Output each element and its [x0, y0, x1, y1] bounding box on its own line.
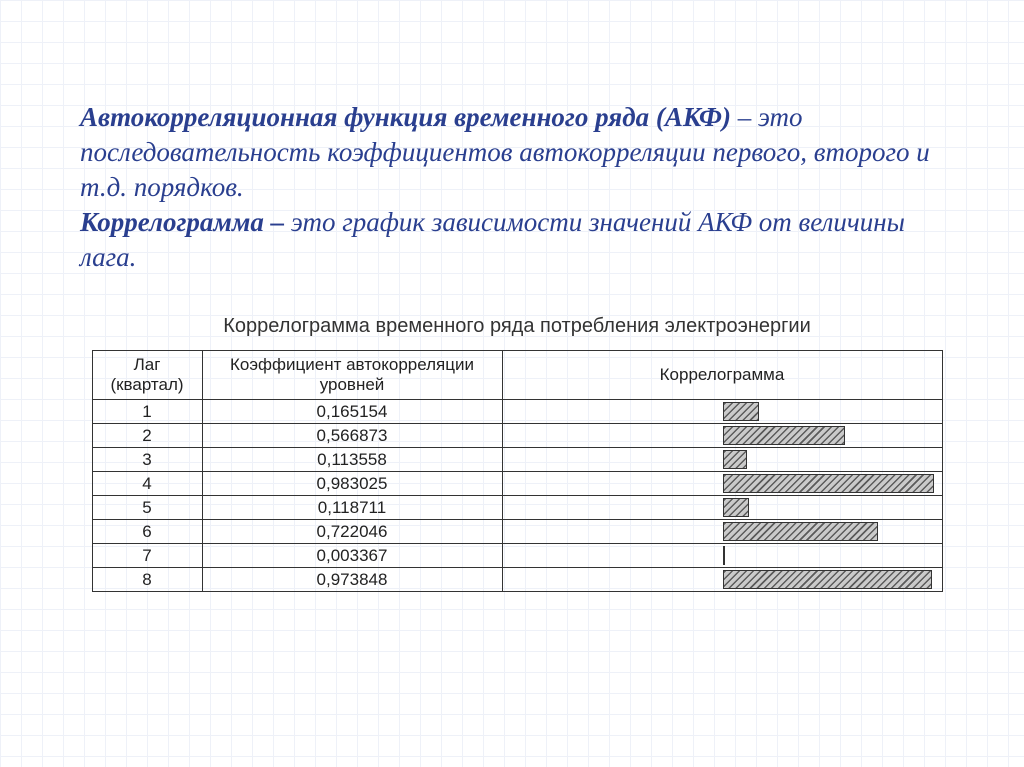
header-lag: Лаг (квартал) — [92, 351, 202, 400]
correlogram-bar — [723, 570, 932, 589]
cell-correlogram — [502, 400, 942, 424]
cell-lag: 5 — [92, 496, 202, 520]
table-header-row: Лаг (квартал) Коэффициент автокорреляции… — [92, 351, 942, 400]
correlogram-bar — [723, 498, 749, 517]
cell-lag: 6 — [92, 520, 202, 544]
cell-correlogram — [502, 472, 942, 496]
cell-lag: 4 — [92, 472, 202, 496]
cell-correlogram — [502, 448, 942, 472]
cell-coef: 0,983025 — [202, 472, 502, 496]
table-row: 20,566873 — [92, 424, 942, 448]
cell-correlogram — [502, 424, 942, 448]
cell-coef: 0,566873 — [202, 424, 502, 448]
correlogram-bar — [723, 426, 845, 445]
correlogram-bar — [723, 450, 747, 469]
cell-correlogram — [502, 520, 942, 544]
cell-lag: 3 — [92, 448, 202, 472]
cell-correlogram — [502, 568, 942, 592]
cell-coef: 0,165154 — [202, 400, 502, 424]
term-correlogram: Коррелограмма – — [80, 207, 284, 237]
cell-lag: 1 — [92, 400, 202, 424]
correlogram-bar — [723, 546, 725, 565]
cell-coef: 0,118711 — [202, 496, 502, 520]
correlogram-bar — [723, 522, 878, 541]
cell-lag: 7 — [92, 544, 202, 568]
table-row: 70,003367 — [92, 544, 942, 568]
table-row: 30,113558 — [92, 448, 942, 472]
header-corr: Коррелограмма — [502, 351, 942, 400]
cell-coef: 0,722046 — [202, 520, 502, 544]
cell-coef: 0,973848 — [202, 568, 502, 592]
header-coef: Коэффициент автокорреляции уровней — [202, 351, 502, 400]
correlogram-table: Лаг (квартал) Коэффициент автокорреляции… — [92, 350, 943, 592]
cell-correlogram — [502, 496, 942, 520]
definitions-block: Автокорреляционная функция временного ря… — [80, 100, 954, 275]
table-row: 60,722046 — [92, 520, 942, 544]
term-akf: Автокорреляционная функция временного ря… — [80, 102, 731, 132]
correlogram-bar — [723, 402, 759, 421]
table-row: 80,973848 — [92, 568, 942, 592]
table-row: 10,165154 — [92, 400, 942, 424]
table-row: 50,118711 — [92, 496, 942, 520]
cell-coef: 0,003367 — [202, 544, 502, 568]
cell-lag: 8 — [92, 568, 202, 592]
table-title: Коррелограмма временного ряда потреблени… — [80, 315, 954, 338]
correlogram-bar — [723, 474, 934, 493]
cell-correlogram — [502, 544, 942, 568]
cell-coef: 0,113558 — [202, 448, 502, 472]
table-row: 40,983025 — [92, 472, 942, 496]
cell-lag: 2 — [92, 424, 202, 448]
